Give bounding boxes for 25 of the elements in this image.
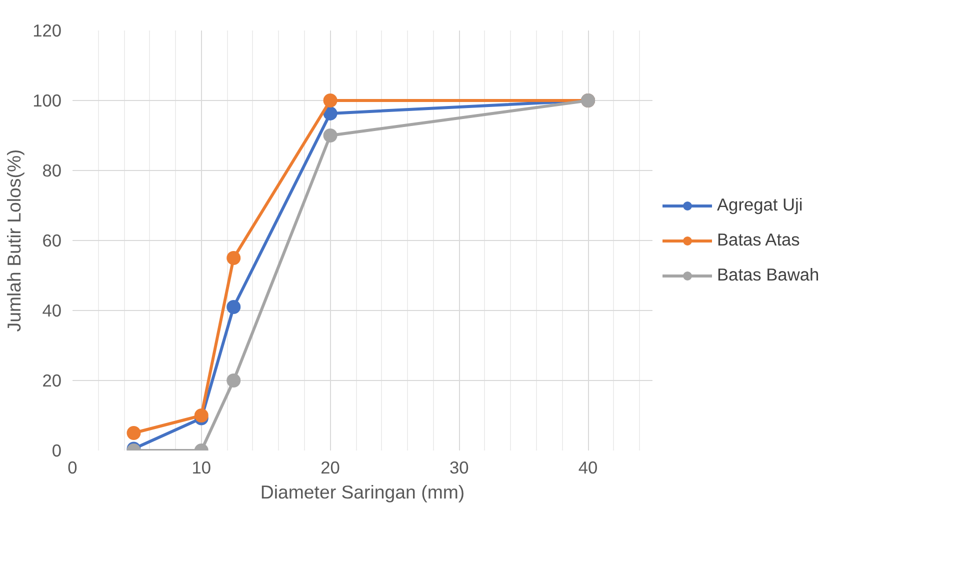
legend-label: Batas Bawah xyxy=(717,264,820,286)
point xyxy=(323,128,338,142)
y-axis-title: Jumlah Butir Lolos(%) xyxy=(4,149,25,332)
point xyxy=(194,408,208,422)
y-tick-label: 40 xyxy=(42,300,62,320)
legend-label: Agregat Uji xyxy=(717,194,803,216)
y-tick-label: 20 xyxy=(42,370,62,390)
y-tick-label: 80 xyxy=(42,160,62,180)
x-tick-label: 20 xyxy=(320,458,340,478)
point xyxy=(226,251,241,265)
x-tick-label: 0 xyxy=(68,458,78,478)
point xyxy=(226,300,241,314)
legend-label: Batas Atas xyxy=(717,230,800,250)
x-tick-label: 30 xyxy=(450,458,469,478)
y-tick-label: 120 xyxy=(32,20,62,40)
y-tick-label: 0 xyxy=(52,440,62,460)
x-tick-label: 40 xyxy=(578,458,598,478)
y-tick-label: 100 xyxy=(32,90,62,110)
point xyxy=(226,374,241,388)
point xyxy=(323,106,338,120)
point xyxy=(323,94,338,108)
y-tick-label: 60 xyxy=(42,230,62,250)
x-tick-label: 10 xyxy=(192,458,212,478)
point xyxy=(126,426,141,440)
x-axis-title: Diameter Saringan (mm) xyxy=(260,482,465,502)
